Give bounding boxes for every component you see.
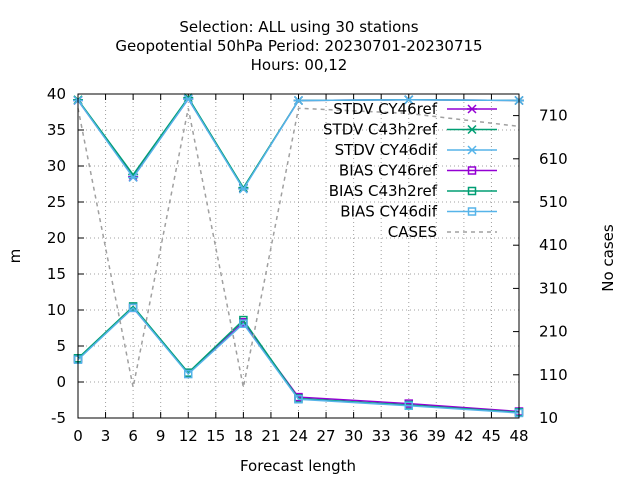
data-point [404,401,413,411]
y-tick-label: 15 [47,265,66,283]
y-tick-label: 10 [47,301,66,319]
data-point [294,395,303,404]
y-tick-label: 0 [56,373,66,391]
y-tick-label: 20 [47,229,66,247]
data-point [467,145,477,155]
data-point [183,93,194,103]
data-point [239,319,248,328]
y-tick-label: 25 [47,193,66,211]
series-line [77,97,520,191]
x-tick-label: 39 [427,427,446,445]
data-point [467,207,477,216]
legend: STDV CY46ref STDV C43h2ref STDV CY46dif BIA… [323,100,497,241]
chart-title: Selection: ALL using 30 stations Geopote… [115,18,482,74]
x-tick-label: 15 [206,427,225,445]
x-tick-label: 27 [317,427,336,445]
y-axis-label: m [6,249,24,264]
x-tick-label: 9 [156,427,166,445]
y-tick-label: 40 [47,85,66,103]
x-tick-label: 36 [399,427,418,445]
x-tick-label: 0 [73,427,83,445]
x-tick-label: 24 [289,427,308,445]
grid [77,93,520,419]
data-point [467,104,477,114]
data-point [238,184,249,194]
data-point [128,172,139,183]
legend-label: STDV CY46dif [335,141,438,159]
x-tick-label: 33 [372,427,391,445]
x-tick-label: 6 [128,427,138,445]
x-tick-label: 21 [261,427,280,445]
data-point [293,95,304,106]
y2-tick-label: 210 [539,323,568,341]
y-tick-label: 30 [47,157,66,175]
y2-tick-label: 510 [539,193,568,211]
x-tick-label: 48 [509,427,528,445]
series-line [77,306,520,414]
data-point [183,94,194,104]
plot-frame [77,93,520,419]
data-point [467,186,477,196]
title-line-1: Selection: ALL using 30 stations [179,18,418,36]
data-point [184,369,193,379]
legend-label: BIAS CY46ref [339,162,438,180]
legend-label: STDV CY46ref [333,100,438,118]
data-point [467,166,477,175]
x-tick-label: 3 [101,427,111,445]
y2-tick-label: 710 [539,107,568,125]
x-tick-label: 30 [344,427,363,445]
y-tick-label: -5 [51,409,66,427]
y-tick-label: 5 [56,337,66,355]
legend-label: STDV C43h2ref [323,121,438,139]
x-tick-label: 42 [454,427,473,445]
y-tick-labels: -5 0 5 10 15 20 25 30 35 40 [47,85,66,427]
y2-tick-label: 10 [539,409,558,427]
y-tick-label: 35 [47,121,66,139]
y2-tick-labels: 10 110 210 310 410 510 610 710 [539,107,568,427]
data-point [403,95,414,105]
data-point [128,303,138,313]
data-point [467,124,477,135]
x-axis-label: Forecast length [240,457,356,475]
y2-tick-label: 410 [539,236,568,254]
y2-tick-label: 110 [539,366,568,384]
legend-label: BIAS C43h2ref [329,182,438,200]
title-line-3: Hours: 00,12 [251,56,348,74]
series-line [77,107,520,388]
y2-tick-label: 310 [539,279,568,297]
y2-axis-label: No cases [599,224,617,292]
x-tick-label: 12 [179,427,198,445]
title-line-2: Geopotential 50hPa Period: 20230701-2023… [115,37,482,55]
legend-label: BIAS CY46dif [340,203,437,221]
x-tick-label: 18 [234,427,253,445]
y2-tick-label: 610 [539,150,568,168]
x-tick-label: 45 [482,427,501,445]
legend-label: CASES [388,223,437,241]
x-tick-labels: 0 3 6 9 12 15 18 21 24 27 30 33 36 39 42 45 48 [73,427,528,445]
